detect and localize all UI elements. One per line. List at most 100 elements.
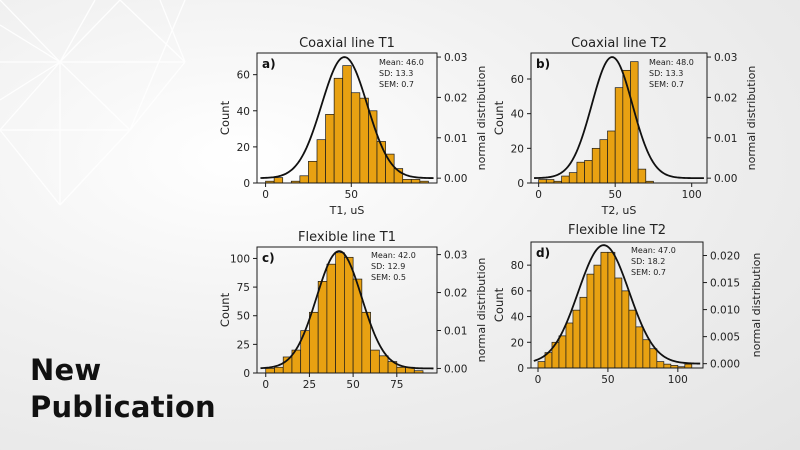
histogram-bar bbox=[274, 366, 284, 374]
y2-tick-label: 0.03 bbox=[444, 52, 467, 64]
x-tick-label: 0 bbox=[262, 189, 269, 201]
histogram-bar bbox=[642, 339, 651, 369]
histogram-bar bbox=[538, 179, 547, 184]
y-tick-label: 40 bbox=[511, 312, 524, 324]
histogram-bar bbox=[561, 175, 570, 184]
x-tick-label: 50 bbox=[601, 374, 614, 386]
y-axis-label: Count bbox=[218, 292, 232, 327]
histogram-bar bbox=[628, 309, 637, 369]
histogram-bar bbox=[402, 179, 412, 184]
y-tick-label: 60 bbox=[511, 74, 524, 86]
y2-tick-label: 0.00 bbox=[444, 363, 467, 375]
y2-axis-label: normal distribution bbox=[745, 66, 758, 171]
x-tick-label: 0 bbox=[262, 379, 269, 391]
histogram-bar bbox=[663, 363, 672, 369]
histogram-bar bbox=[568, 172, 578, 184]
y2-tick-label: 0.02 bbox=[444, 92, 467, 104]
histogram-bar bbox=[316, 139, 326, 184]
y-tick-label: 25 bbox=[237, 339, 250, 351]
stats-annotation: SEM: 0.7 bbox=[379, 80, 414, 89]
x-tick-label: 50 bbox=[345, 189, 358, 201]
x-tick-label: 50 bbox=[346, 379, 359, 391]
histogram-bar bbox=[273, 177, 284, 184]
histogram-bar bbox=[325, 114, 335, 184]
stats-annotation: Mean: 46.0 bbox=[379, 58, 424, 67]
histogram-bar bbox=[299, 175, 309, 184]
plot-frame bbox=[256, 52, 438, 184]
stats-annotation: SEM: 0.5 bbox=[371, 273, 406, 282]
plot-frame bbox=[256, 246, 438, 374]
y-tick-label: 0 bbox=[517, 363, 524, 375]
stats-annotation: SEM: 0.7 bbox=[649, 80, 684, 89]
histogram-bar bbox=[599, 139, 608, 184]
x-tick-label: 100 bbox=[668, 374, 688, 386]
y-tick-label: 60 bbox=[237, 70, 250, 82]
y2-tick-label: 0.02 bbox=[444, 288, 467, 300]
histogram-bar bbox=[614, 277, 623, 369]
histogram-bar bbox=[333, 77, 344, 184]
plot-frame bbox=[530, 52, 708, 184]
histogram-bar bbox=[342, 65, 352, 184]
histogram-bar bbox=[326, 263, 336, 374]
histogram-bar bbox=[591, 147, 601, 184]
y-tick-label: 50 bbox=[237, 311, 250, 323]
histogram-bar bbox=[309, 311, 319, 374]
stats-annotation: Mean: 47.0 bbox=[631, 246, 676, 255]
normal-distribution-curve bbox=[260, 56, 434, 179]
panel-label: b) bbox=[536, 57, 550, 71]
histogram-bar bbox=[370, 349, 380, 374]
y-tick-label: 75 bbox=[237, 282, 250, 294]
normal-distribution-curve bbox=[534, 56, 704, 180]
histogram-bar bbox=[350, 92, 361, 184]
stats-annotation: Mean: 42.0 bbox=[371, 251, 416, 260]
x-tick-label: 100 bbox=[682, 189, 702, 201]
panel-label: d) bbox=[536, 246, 550, 260]
histogram-bar bbox=[344, 256, 354, 374]
chart-title: Flexible line T1 bbox=[298, 230, 396, 245]
panel-label: c) bbox=[262, 251, 275, 265]
y2-axis-label: normal distribution bbox=[475, 258, 488, 363]
x-tick-label: 75 bbox=[390, 379, 403, 391]
histogram-bar bbox=[593, 264, 602, 369]
histogram-bar bbox=[684, 363, 693, 369]
plot-frame bbox=[530, 241, 704, 369]
histogram-bar bbox=[584, 160, 593, 184]
histogram-bar bbox=[396, 366, 406, 374]
headline-line-1: New bbox=[30, 353, 102, 387]
y2-tick-label: 0.03 bbox=[714, 52, 737, 64]
histogram-bar bbox=[537, 361, 546, 369]
histogram-bar bbox=[359, 97, 369, 184]
y-axis-label: Count bbox=[492, 100, 506, 135]
histogram-bar bbox=[614, 87, 624, 184]
y2-tick-label: 0.005 bbox=[710, 332, 740, 344]
y-axis-label: Count bbox=[492, 287, 506, 322]
histogram-bar bbox=[600, 251, 609, 369]
y-tick-label: 20 bbox=[511, 337, 524, 349]
stats-annotation: SD: 13.3 bbox=[379, 69, 413, 78]
histogram-bar bbox=[376, 141, 386, 184]
histogram-bar bbox=[308, 160, 318, 184]
headline: New Publication bbox=[30, 352, 216, 426]
x-axis-label: T2, uS bbox=[601, 204, 637, 217]
y2-tick-label: 0.01 bbox=[444, 325, 467, 337]
chart-title: Coaxial line T1 bbox=[299, 36, 395, 51]
chart-title: Coaxial line T2 bbox=[571, 36, 667, 51]
y-tick-label: 0 bbox=[243, 368, 250, 380]
y2-axis-label: normal distribution bbox=[750, 253, 763, 358]
y2-tick-label: 0.00 bbox=[444, 173, 467, 185]
x-tick-label: 25 bbox=[303, 379, 316, 391]
y-tick-label: 20 bbox=[511, 143, 524, 155]
x-tick-label: 0 bbox=[535, 374, 542, 386]
histogram-bar bbox=[635, 326, 644, 369]
y2-tick-label: 0.01 bbox=[714, 133, 737, 145]
y2-tick-label: 0.015 bbox=[710, 278, 740, 290]
histogram-bar bbox=[265, 368, 275, 374]
y-tick-label: 20 bbox=[237, 142, 250, 154]
histogram-bar bbox=[656, 361, 665, 369]
stats-annotation: SD: 12.9 bbox=[371, 262, 405, 271]
y-tick-label: 100 bbox=[230, 253, 250, 265]
x-axis-label: T1, uS bbox=[329, 204, 365, 217]
y2-tick-label: 0.01 bbox=[444, 133, 467, 145]
stats-annotation: SD: 18.2 bbox=[631, 257, 665, 266]
